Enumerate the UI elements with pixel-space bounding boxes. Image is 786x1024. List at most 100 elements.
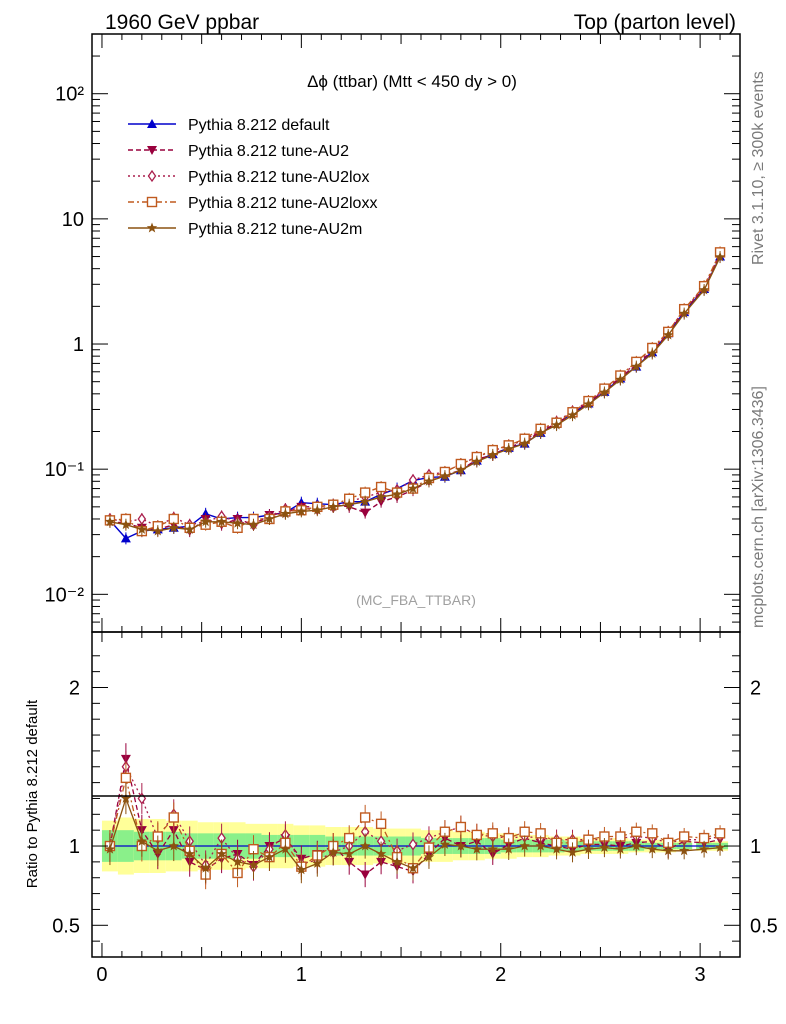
ratio-data-point bbox=[439, 838, 451, 849]
ratio-data-point bbox=[104, 843, 116, 854]
main-data-point bbox=[519, 438, 530, 449]
main-data-point bbox=[184, 523, 195, 534]
ratio-plot-frame bbox=[91, 631, 741, 958]
ratio-tick-label-right: 2 bbox=[750, 677, 761, 699]
main-data-point bbox=[280, 508, 291, 519]
ratio-data-point bbox=[503, 843, 514, 854]
ratio-series-4 bbox=[104, 782, 726, 884]
legend-label: Pythia 8.212 tune-AU2 bbox=[188, 143, 349, 160]
main-data-point bbox=[678, 308, 690, 319]
y-tick-label: 10² bbox=[55, 84, 84, 106]
legend-marker bbox=[147, 169, 157, 183]
ratio-data-point bbox=[407, 862, 419, 873]
ratio-data-point bbox=[647, 828, 658, 839]
rivet-version-label: Rivet 3.1.10, ≥ 300k events bbox=[750, 71, 767, 265]
main-data-point bbox=[407, 483, 419, 494]
ratio-data-point bbox=[551, 843, 562, 854]
main-data-point bbox=[312, 504, 323, 515]
ratio-tick-label-left: 2 bbox=[69, 677, 80, 699]
ratio-data-point bbox=[360, 870, 371, 880]
ratio-data-point bbox=[714, 828, 726, 839]
main-data-point bbox=[120, 519, 132, 530]
ratio-data-point bbox=[120, 772, 132, 784]
ratio-data-point bbox=[120, 792, 132, 803]
main-data-point bbox=[232, 517, 243, 528]
main-data-point bbox=[471, 456, 483, 467]
watermark-label: (MC_FBA_TTBAR) bbox=[356, 592, 476, 608]
legend-marker bbox=[146, 222, 158, 233]
ratio-data-point bbox=[375, 818, 387, 830]
main-series-line bbox=[109, 256, 721, 540]
ratio-data-point bbox=[168, 840, 179, 851]
ratio-data-point bbox=[678, 831, 690, 842]
ratio-data-point bbox=[264, 851, 275, 862]
y-tick-label: 10 bbox=[62, 209, 84, 231]
main-data-point bbox=[455, 464, 467, 475]
ratio-data-point bbox=[487, 828, 498, 839]
main-data-point bbox=[631, 361, 642, 372]
main-data-point bbox=[698, 284, 710, 295]
ratio-data-point bbox=[487, 843, 498, 854]
main-data-point bbox=[375, 491, 387, 502]
main-data-point bbox=[264, 513, 275, 524]
main-data-point bbox=[296, 505, 307, 516]
main-data-point bbox=[343, 499, 355, 510]
main-data-point bbox=[583, 398, 594, 409]
ratio-data-point bbox=[698, 843, 710, 854]
x-tick-label: 1 bbox=[296, 964, 307, 986]
ratio-data-point bbox=[423, 851, 435, 862]
main-data-point bbox=[615, 374, 626, 385]
ratio-data-point bbox=[152, 845, 164, 856]
main-data-point bbox=[248, 519, 259, 530]
ratio-data-point bbox=[631, 826, 642, 837]
main-data-point bbox=[328, 501, 339, 512]
main-series-4 bbox=[104, 251, 726, 538]
ratio-data-point bbox=[615, 843, 626, 854]
legend-label: Pythia 8.212 default bbox=[188, 117, 330, 134]
main-data-point bbox=[423, 475, 435, 486]
y-tick-label: 10⁻² bbox=[45, 584, 85, 606]
main-data-point bbox=[360, 508, 371, 518]
main-series-0 bbox=[104, 250, 726, 545]
ratio-data-point bbox=[136, 835, 148, 846]
main-data-point bbox=[439, 470, 451, 481]
legend-label: Pythia 8.212 tune-AU2m bbox=[188, 221, 362, 238]
ratio-data-point bbox=[232, 856, 243, 867]
main-data-point bbox=[200, 516, 211, 527]
ratio-data-point bbox=[280, 843, 291, 854]
ratio-data-point bbox=[168, 812, 179, 823]
legend-marker bbox=[146, 196, 158, 208]
main-data-point bbox=[136, 523, 148, 534]
ratio-data-point bbox=[296, 864, 307, 875]
ratio-data-point bbox=[359, 812, 371, 823]
main-data-point bbox=[503, 443, 514, 454]
legend: Pythia 8.212 default Pythia 8.212 tune-AU… bbox=[128, 117, 377, 238]
ratio-data-point bbox=[455, 840, 467, 851]
main-data-point bbox=[391, 488, 403, 499]
ratio-data-point bbox=[455, 821, 467, 833]
main-data-point bbox=[359, 496, 371, 507]
x-tick-label: 0 bbox=[96, 964, 107, 986]
ratio-data-point bbox=[662, 845, 674, 856]
legend-marker bbox=[147, 146, 157, 155]
main-data-point bbox=[535, 427, 546, 438]
ratio-data-point bbox=[583, 843, 594, 854]
legend-label: Pythia 8.212 tune-AU2loxx bbox=[188, 195, 377, 212]
y-tick-label: 10⁻¹ bbox=[45, 459, 85, 481]
ratio-data-point bbox=[328, 846, 339, 857]
ratio-series-line bbox=[109, 758, 721, 876]
ratio-data-point bbox=[535, 840, 546, 851]
ratio-data-point bbox=[248, 859, 259, 870]
main-data-point bbox=[647, 348, 658, 358]
ratio-data-point bbox=[375, 848, 387, 859]
ratio-tick-label-left: 1 bbox=[69, 836, 80, 858]
ratio-data-point bbox=[343, 848, 355, 859]
ratio-data-point bbox=[714, 842, 726, 853]
axis-labels: 0 1 2 3 10⁻² 10⁻¹ 1 10 10² 0.5 0.5 1 1 2 2 bbox=[45, 84, 778, 986]
main-data-point bbox=[104, 516, 116, 527]
ratio-y-axis-label: Ratio to Pythia 8.212 default bbox=[24, 699, 41, 888]
ratio-tick-label-right: 1 bbox=[750, 836, 761, 858]
ratio-series-group bbox=[104, 743, 726, 890]
ratio-data-point bbox=[567, 846, 578, 857]
